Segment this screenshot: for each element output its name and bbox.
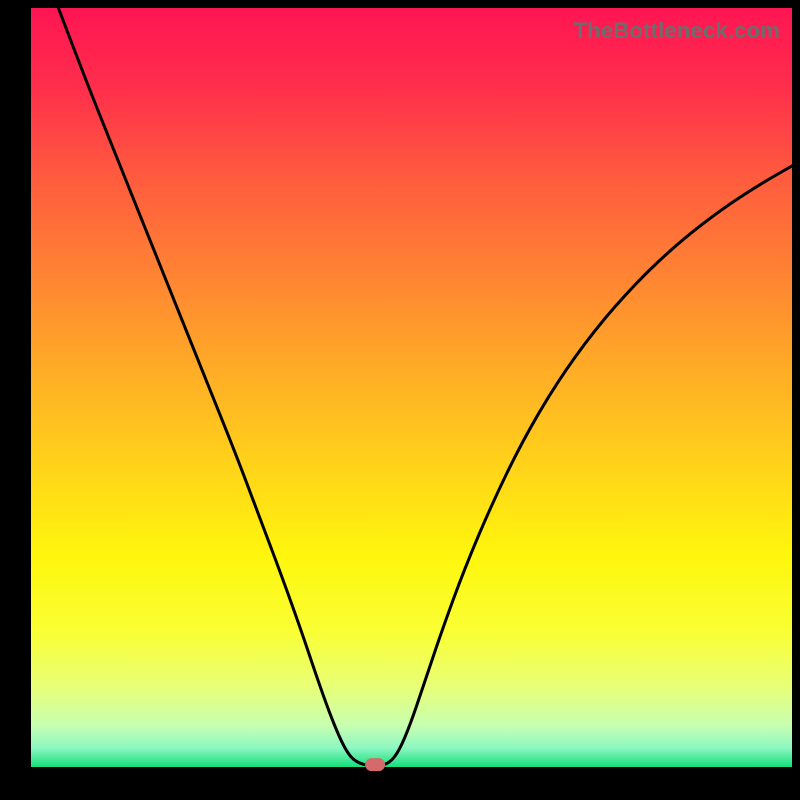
- minimum-marker: [365, 758, 385, 772]
- bottleneck-curve: [31, 8, 792, 767]
- chart-frame: TheBottleneck.com: [0, 0, 800, 800]
- plot-area: TheBottleneck.com: [31, 8, 792, 767]
